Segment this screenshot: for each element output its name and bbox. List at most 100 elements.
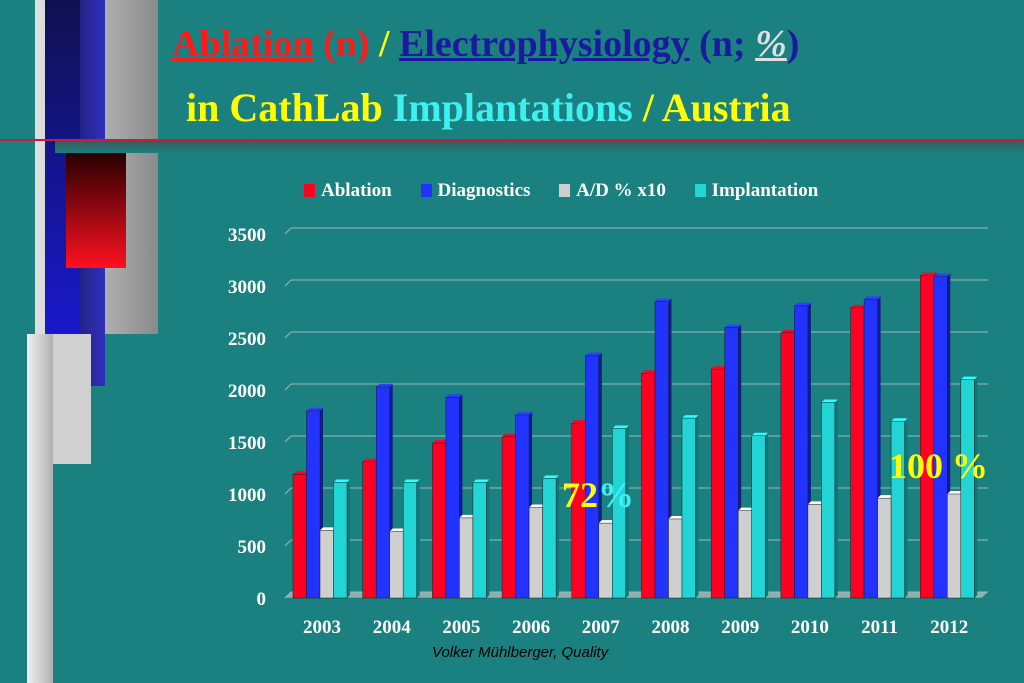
- y-tick-label: 3500: [228, 225, 266, 246]
- bar: [641, 373, 656, 599]
- y-tick-label: 1000: [228, 485, 266, 506]
- bar-top: [293, 471, 310, 475]
- bar: [375, 386, 390, 599]
- bar: [445, 397, 460, 599]
- bar-top: [445, 394, 463, 398]
- bar-side: [765, 432, 769, 598]
- title-line-2: in CathLab Implantations / Austria: [186, 84, 791, 131]
- bar-top: [780, 329, 798, 333]
- bar: [389, 531, 404, 599]
- chart-legend: Ablation Diagnostics A/D % x10 Implantat…: [304, 180, 842, 202]
- bar: [821, 402, 836, 599]
- deco-bar-red: [66, 150, 126, 268]
- bar-side: [625, 425, 629, 598]
- deco-bar-gray-light: [48, 334, 91, 464]
- bar-top: [376, 383, 393, 387]
- bar: [737, 510, 752, 599]
- x-tick-label: 2011: [861, 617, 898, 638]
- deco-bar-gray-thin: [27, 334, 53, 683]
- bar: [319, 530, 334, 599]
- bar-top: [738, 507, 755, 511]
- bar-top: [655, 298, 672, 302]
- bar: [612, 428, 627, 599]
- bar-side: [974, 376, 978, 598]
- legend-swatch-ad: [559, 184, 571, 197]
- title-rule-shadow: [55, 141, 1024, 153]
- legend-swatch-implantation: [694, 184, 706, 197]
- legend-swatch-diagnostics: [420, 184, 432, 197]
- bar-top: [585, 352, 602, 356]
- bar-top: [668, 515, 685, 519]
- bar-side: [486, 479, 490, 598]
- title-n2: (n;: [699, 23, 746, 65]
- x-tick-label: 2003: [303, 617, 341, 638]
- bar-top: [947, 491, 964, 494]
- bar: [960, 379, 975, 599]
- bar-top: [960, 376, 978, 380]
- y-tick-label: 3000: [228, 277, 266, 298]
- bar: [947, 493, 962, 599]
- title-slash: /: [378, 23, 390, 65]
- bar-top: [821, 399, 838, 403]
- annotation-72-percent: %: [598, 475, 634, 515]
- title-rule: [0, 139, 1024, 141]
- bar: [292, 473, 307, 599]
- bar-top: [515, 411, 533, 415]
- legend-label-ad: A/D % x10: [576, 180, 666, 201]
- title-electrophysiology: Electrophysiology: [399, 23, 690, 65]
- bar: [863, 299, 878, 599]
- gridline-depth: [284, 591, 292, 599]
- x-tick-label: 2012: [930, 617, 968, 638]
- title-in-cathlab: in CathLab: [186, 85, 383, 130]
- x-tick-label: 2010: [791, 617, 829, 638]
- legend-item-ad: A/D % x10: [559, 180, 666, 202]
- bar: [333, 482, 348, 599]
- bar: [402, 482, 417, 599]
- bar: [306, 410, 321, 599]
- gridline-depth: [284, 331, 292, 339]
- bar-top: [571, 420, 589, 424]
- bar-top: [403, 479, 420, 483]
- bar: [681, 417, 696, 599]
- bar-top: [612, 425, 629, 429]
- bar: [515, 414, 530, 599]
- bar: [472, 482, 487, 599]
- bar: [459, 517, 474, 599]
- x-tick-label: 2004: [373, 617, 412, 638]
- y-tick-label: 500: [238, 537, 267, 558]
- bar: [710, 368, 725, 599]
- bar-side: [556, 475, 560, 598]
- bar: [668, 518, 683, 599]
- title-close: ): [786, 23, 800, 65]
- bar: [890, 420, 905, 599]
- bar: [585, 355, 600, 599]
- bar-side: [904, 418, 908, 598]
- x-tick-label: 2007: [582, 617, 621, 638]
- title-ablation: Ablation: [172, 23, 314, 65]
- y-tick-label: 2000: [228, 381, 266, 402]
- x-tick-label: 2005: [442, 617, 480, 638]
- bar: [877, 497, 892, 599]
- annotation-100: 100 %: [889, 446, 988, 486]
- bar: [920, 275, 935, 599]
- footer-credit: Volker Mühlberger, Quality: [432, 644, 609, 661]
- bar: [654, 301, 669, 599]
- bar: [850, 307, 865, 599]
- legend-swatch-ablation: [304, 184, 315, 197]
- bar-top: [502, 433, 519, 437]
- bar-top: [389, 528, 407, 532]
- title-n1: (n): [322, 23, 370, 65]
- bar-top: [920, 272, 937, 276]
- bar-top: [877, 495, 895, 499]
- gridline-depth: [284, 539, 292, 547]
- title-percent: %: [755, 23, 787, 65]
- bar: [362, 461, 377, 599]
- legend-item-ablation: Ablation: [304, 180, 392, 202]
- legend-label-implantation: Implantation: [711, 180, 819, 201]
- bar-top: [891, 418, 908, 422]
- legend-label-diagnostics: Diagnostics: [437, 180, 531, 201]
- x-tick-label: 2009: [721, 617, 759, 638]
- bar: [794, 305, 809, 599]
- bar: [501, 436, 516, 599]
